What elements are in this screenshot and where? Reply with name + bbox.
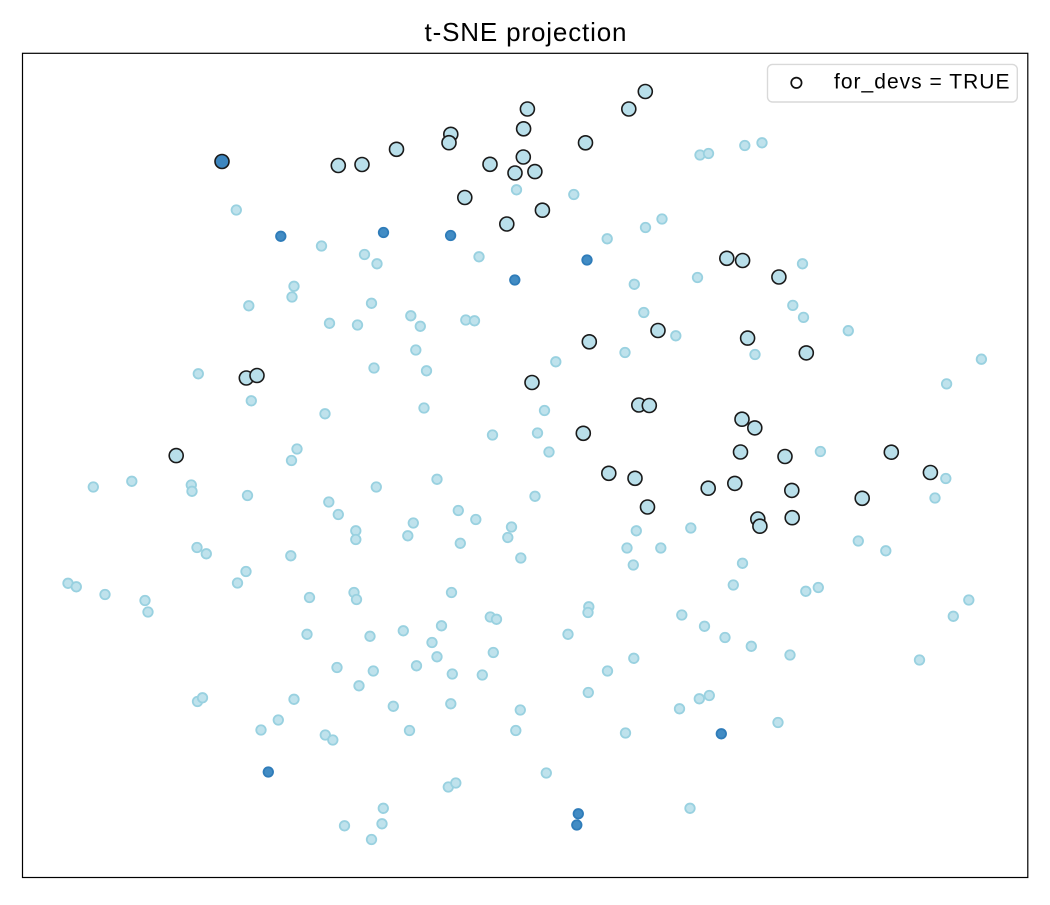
- svg-text:for_devs = TRUE: for_devs = TRUE: [834, 71, 1010, 94]
- svg-text:t-SNE projection: t-SNE projection: [425, 17, 627, 47]
